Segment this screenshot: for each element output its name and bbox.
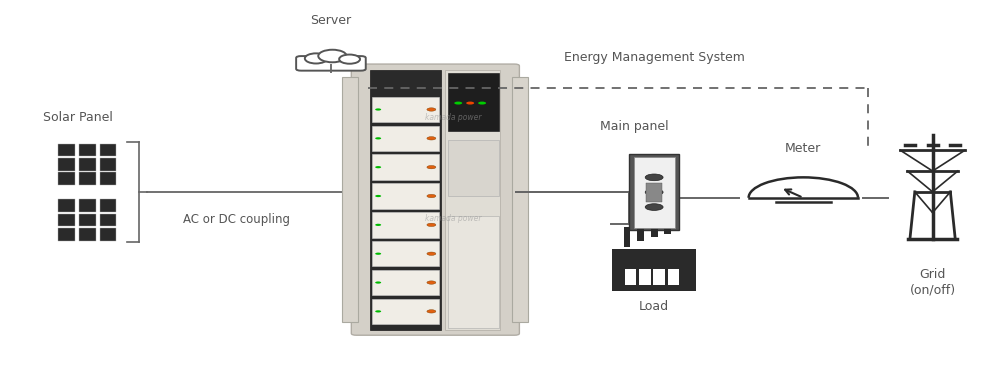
Circle shape — [645, 189, 663, 196]
Circle shape — [375, 166, 381, 168]
FancyBboxPatch shape — [100, 172, 116, 185]
FancyBboxPatch shape — [664, 227, 671, 234]
FancyBboxPatch shape — [100, 214, 116, 227]
Ellipse shape — [305, 54, 327, 63]
FancyBboxPatch shape — [79, 158, 96, 171]
FancyBboxPatch shape — [370, 70, 441, 329]
FancyBboxPatch shape — [100, 158, 116, 171]
FancyBboxPatch shape — [58, 228, 75, 241]
FancyBboxPatch shape — [79, 172, 96, 185]
FancyBboxPatch shape — [448, 140, 499, 196]
Text: Energy Management System: Energy Management System — [564, 51, 745, 64]
Circle shape — [454, 101, 462, 104]
Circle shape — [427, 137, 436, 140]
FancyBboxPatch shape — [448, 74, 499, 131]
FancyBboxPatch shape — [629, 154, 679, 230]
Circle shape — [466, 101, 474, 104]
Circle shape — [375, 108, 381, 110]
Circle shape — [427, 310, 436, 313]
FancyBboxPatch shape — [372, 155, 439, 180]
Circle shape — [375, 137, 381, 139]
FancyBboxPatch shape — [612, 249, 696, 291]
FancyBboxPatch shape — [372, 270, 439, 295]
Circle shape — [375, 195, 381, 197]
FancyBboxPatch shape — [58, 199, 75, 212]
FancyBboxPatch shape — [342, 77, 358, 322]
Ellipse shape — [339, 55, 360, 64]
FancyBboxPatch shape — [372, 299, 439, 324]
FancyBboxPatch shape — [668, 268, 679, 285]
FancyBboxPatch shape — [79, 144, 96, 156]
FancyBboxPatch shape — [625, 268, 636, 285]
Circle shape — [427, 108, 436, 111]
FancyBboxPatch shape — [58, 144, 75, 156]
FancyBboxPatch shape — [58, 158, 75, 171]
FancyBboxPatch shape — [634, 157, 675, 227]
Text: Main panel: Main panel — [600, 120, 669, 133]
FancyBboxPatch shape — [646, 183, 662, 201]
Circle shape — [427, 223, 436, 227]
FancyBboxPatch shape — [639, 268, 651, 285]
Circle shape — [645, 204, 663, 210]
FancyBboxPatch shape — [372, 126, 439, 151]
Ellipse shape — [318, 50, 347, 62]
FancyBboxPatch shape — [100, 228, 116, 241]
Circle shape — [427, 281, 436, 284]
Circle shape — [427, 252, 436, 255]
Text: Solar Panel: Solar Panel — [43, 112, 112, 124]
FancyBboxPatch shape — [100, 144, 116, 156]
Text: kamada power: kamada power — [425, 113, 482, 123]
FancyBboxPatch shape — [512, 77, 528, 322]
Circle shape — [375, 282, 381, 284]
FancyBboxPatch shape — [448, 216, 499, 328]
FancyBboxPatch shape — [653, 268, 665, 285]
Text: kamada power: kamada power — [425, 214, 482, 223]
FancyBboxPatch shape — [58, 214, 75, 227]
FancyBboxPatch shape — [651, 227, 658, 237]
Circle shape — [478, 101, 486, 104]
FancyBboxPatch shape — [79, 199, 96, 212]
FancyBboxPatch shape — [100, 199, 116, 212]
FancyBboxPatch shape — [637, 227, 644, 241]
FancyBboxPatch shape — [372, 183, 439, 209]
FancyBboxPatch shape — [624, 227, 630, 247]
FancyBboxPatch shape — [372, 241, 439, 267]
Circle shape — [645, 174, 663, 181]
Text: Load: Load — [639, 300, 669, 313]
Text: Server: Server — [310, 14, 352, 27]
FancyBboxPatch shape — [351, 64, 519, 335]
Circle shape — [427, 195, 436, 198]
FancyBboxPatch shape — [296, 56, 366, 70]
FancyBboxPatch shape — [445, 70, 500, 329]
FancyBboxPatch shape — [58, 172, 75, 185]
Text: Meter: Meter — [785, 142, 821, 155]
FancyBboxPatch shape — [372, 212, 439, 238]
Circle shape — [375, 224, 381, 226]
FancyBboxPatch shape — [79, 214, 96, 227]
Text: AC or DC coupling: AC or DC coupling — [183, 213, 290, 226]
Circle shape — [375, 310, 381, 313]
Circle shape — [375, 253, 381, 255]
FancyBboxPatch shape — [79, 228, 96, 241]
Circle shape — [427, 166, 436, 169]
FancyBboxPatch shape — [372, 97, 439, 122]
Text: Grid
(on/off): Grid (on/off) — [910, 268, 956, 296]
